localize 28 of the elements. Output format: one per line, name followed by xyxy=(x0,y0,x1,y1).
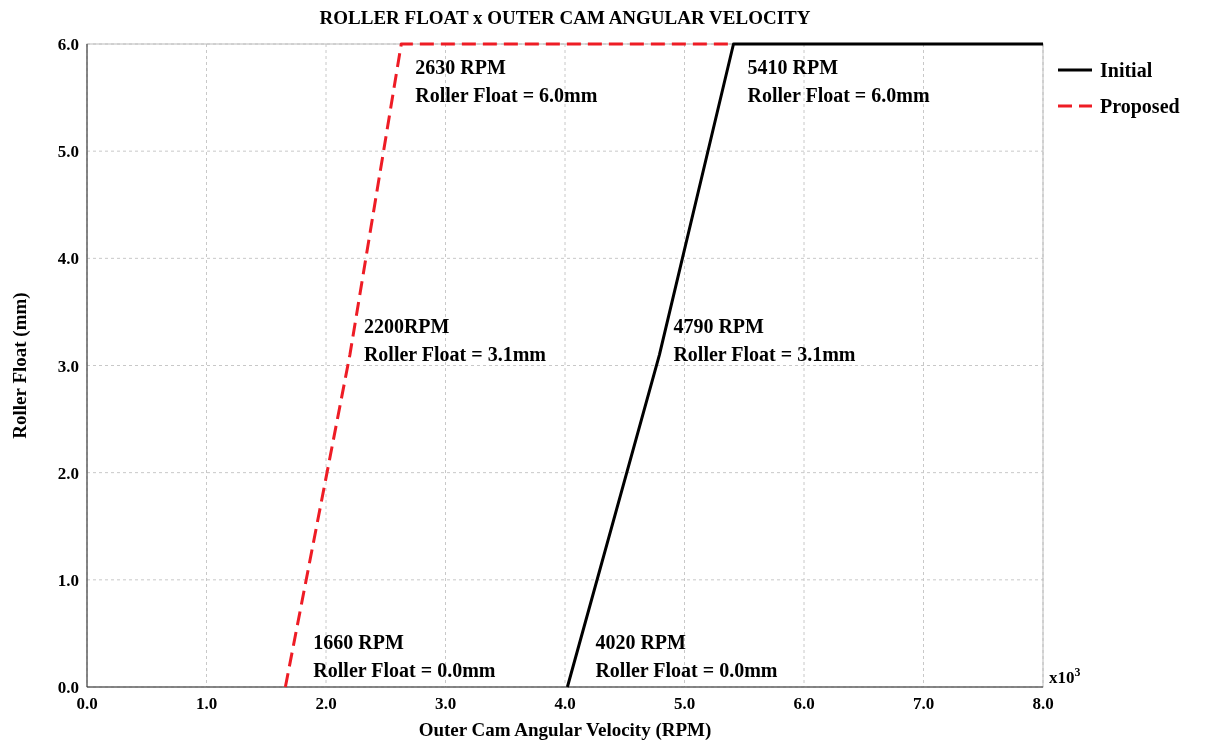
x-tick-label: 1.0 xyxy=(195,694,218,713)
x-tick-label: 3.0 xyxy=(434,694,457,713)
y-tick-label: 6.0 xyxy=(57,35,79,54)
legend-label: Proposed xyxy=(1100,95,1180,118)
text: x10$^{3}$ xyxy=(1049,665,1081,687)
x-tick-label: 0.0 xyxy=(76,694,98,713)
x-axis-title: Outer Cam Angular Velocity (RPM) xyxy=(418,719,712,741)
annotation: 1660 RPM Roller Float = 0.0mm xyxy=(313,631,496,681)
legend-label: Initial xyxy=(1100,59,1153,81)
y-tick-label: 4.0 xyxy=(57,249,79,269)
chart-title: ROLLER FLOAT x OUTER CAM ANGULAR VELOCITY xyxy=(319,7,811,28)
y-tick-label: 5.0 xyxy=(57,142,79,162)
x-tick-label: 7.0 xyxy=(912,694,935,713)
x-tick-label: 8.0 xyxy=(1032,694,1054,713)
x-tick-label: 2.0 xyxy=(315,694,337,713)
annotation: 4020 RPM Roller Float = 0.0mm xyxy=(595,631,778,681)
x-tick-label: 5.0 xyxy=(673,694,696,713)
annotation: 2200RPM Roller Float = 3.1mm xyxy=(363,314,547,365)
annotation: 2630 RPM Roller Float = 6.0mm xyxy=(415,56,598,106)
y-tick-label: 3.0 xyxy=(57,356,79,376)
x-tick-label: 4.0 xyxy=(554,694,576,713)
y-tick-label: 1.0 xyxy=(57,570,79,590)
annotation: 4790 RPM Roller Float = 3.1mm xyxy=(673,314,856,365)
x-tick-label: 6.0 xyxy=(793,694,815,713)
annotation: 5410 RPM Roller Float = 6.0mm xyxy=(747,56,930,106)
y-tick-label: 0.0 xyxy=(57,678,79,697)
y-tick-label: 2.0 xyxy=(57,463,79,483)
y-axis-title: Roller Float (mm) xyxy=(9,292,31,439)
